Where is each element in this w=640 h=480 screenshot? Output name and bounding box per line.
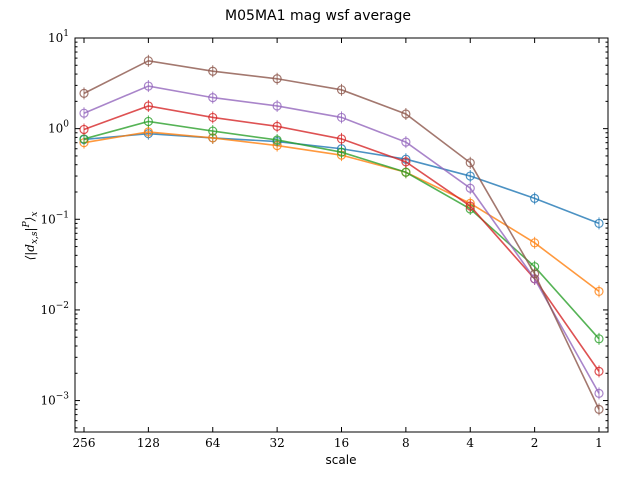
data-point xyxy=(336,83,347,96)
y-axis-label: ⟨|dx,s|P⟩x xyxy=(22,212,40,261)
data-point xyxy=(401,166,411,179)
data-point xyxy=(594,387,604,400)
data-point xyxy=(208,125,218,138)
series-6 xyxy=(79,54,604,416)
data-point xyxy=(208,91,218,104)
data-point xyxy=(594,217,604,230)
data-point xyxy=(79,87,89,100)
data-point xyxy=(272,120,282,133)
y-axis: 10−3 10−2 10−1 100 101 xyxy=(40,29,608,429)
series-4 xyxy=(79,99,604,378)
plot-frame xyxy=(74,37,609,433)
series-5 xyxy=(79,80,604,400)
data-point xyxy=(594,365,604,378)
data-point xyxy=(594,332,604,345)
x-tick-label: 4 xyxy=(466,436,474,450)
data-point xyxy=(465,182,475,195)
data-point xyxy=(272,72,282,85)
y-tick-label: 101 xyxy=(48,29,69,45)
data-point xyxy=(272,133,282,146)
data-point xyxy=(336,111,347,124)
x-tick-label: 2 xyxy=(531,436,539,450)
x-axis-label: scale xyxy=(326,453,357,467)
data-point xyxy=(79,123,89,136)
y-tick-label: 100 xyxy=(48,120,69,136)
y-tick-label: 10−3 xyxy=(40,392,69,408)
x-tick-label: 64 xyxy=(205,436,221,450)
series-line xyxy=(83,85,600,394)
data-point xyxy=(530,267,540,280)
data-point xyxy=(79,107,89,120)
data-point xyxy=(401,155,411,168)
series-3 xyxy=(79,115,604,345)
data-point xyxy=(143,54,153,67)
chart-title: M05MA1 mag wsf average xyxy=(225,8,411,24)
data-point xyxy=(530,236,540,249)
data-point xyxy=(143,80,153,93)
data-point xyxy=(401,136,411,149)
data-point xyxy=(272,99,282,112)
data-point xyxy=(465,156,475,169)
data-point xyxy=(336,146,347,159)
data-point xyxy=(465,200,475,213)
data-point xyxy=(208,111,218,124)
y-tick-label: 10−1 xyxy=(40,210,69,226)
data-point xyxy=(143,115,153,128)
x-tick-label: 1 xyxy=(595,436,603,450)
data-point xyxy=(401,108,411,121)
x-tick-label: 256 xyxy=(73,436,96,450)
data-point xyxy=(530,192,540,205)
data-point xyxy=(143,99,153,112)
data-point xyxy=(336,132,347,145)
data-point xyxy=(208,65,218,78)
plot-area xyxy=(79,54,604,416)
data-point xyxy=(465,170,475,183)
data-point xyxy=(143,125,153,138)
x-tick-label: 128 xyxy=(137,436,160,450)
x-tick-label: 32 xyxy=(269,436,284,450)
x-tick-label: 16 xyxy=(334,436,349,450)
y-tick-label: 10−2 xyxy=(40,301,69,317)
data-point xyxy=(594,403,604,416)
x-axis: 256 128 64 32 16 8 4 2 1 xyxy=(73,38,603,450)
x-tick-label: 8 xyxy=(402,436,410,450)
data-point xyxy=(594,285,604,298)
